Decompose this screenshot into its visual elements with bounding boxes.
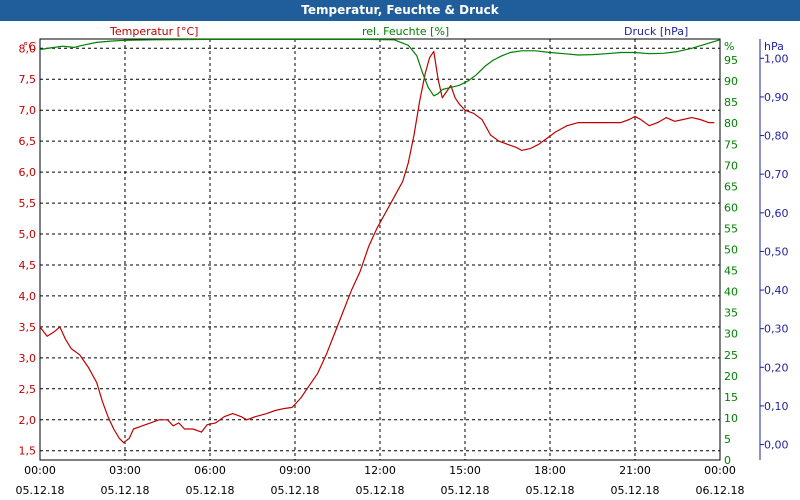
y-right-humidity-tick-label: 90 xyxy=(724,75,738,88)
y-left-tick-label: 5,0 xyxy=(19,228,37,241)
x-tick-time-label: 15:00 xyxy=(449,464,481,477)
y-right-humidity-tick-label: 50 xyxy=(724,244,738,257)
y-left-tick-label: 6,5 xyxy=(19,135,37,148)
y-left-tick-label: 7,0 xyxy=(19,104,37,117)
y-right-humidity-tick-label: 60 xyxy=(724,201,738,214)
x-tick-date-label: 05.12.18 xyxy=(611,484,660,497)
y-left-tick-label: 2,5 xyxy=(19,383,37,396)
y-right-pressure-tick-label: 0,90 xyxy=(764,91,789,104)
y-right-humidity-unit-label: % xyxy=(724,40,734,53)
y-right-pressure-tick-label: 0,80 xyxy=(764,130,789,143)
x-tick-date-label: 05.12.18 xyxy=(101,484,150,497)
y-left-unit-label: °C xyxy=(23,40,37,53)
y-right-pressure-tick-label: 0,70 xyxy=(764,168,789,181)
y-right-humidity-tick-label: 80 xyxy=(724,117,738,130)
y-right-humidity-tick-label: 5 xyxy=(724,433,731,446)
y-right-pressure-unit-label: hPa xyxy=(764,40,784,53)
x-tick-date-label: 05.12.18 xyxy=(16,484,65,497)
y-left-tick-label: 3,0 xyxy=(19,352,37,365)
x-tick-time-label: 06:00 xyxy=(194,464,226,477)
x-tick-date-label: 06.12.18 xyxy=(696,484,745,497)
y-right-humidity-tick-label: 55 xyxy=(724,222,738,235)
y-left-tick-label: 3,5 xyxy=(19,321,37,334)
y-right-humidity-tick-label: 85 xyxy=(724,96,738,109)
temperature-series-line xyxy=(39,50,715,444)
y-right-pressure-tick-label: 0,40 xyxy=(764,284,789,297)
y-right-humidity-tick-label: 95 xyxy=(724,54,738,67)
x-tick-date-label: 05.12.18 xyxy=(186,484,235,497)
y-left-tick-label: 2,0 xyxy=(19,414,37,427)
humidity-series-line xyxy=(39,38,721,97)
pressure-axis-title: Druck [hPa] xyxy=(624,25,688,38)
humidity-axis-title: rel. Feuchte [%] xyxy=(362,25,449,38)
y-right-humidity-tick-label: 45 xyxy=(724,265,738,278)
y-right-pressure-tick-label: 0,50 xyxy=(764,245,789,258)
y-right-humidity-tick-label: 35 xyxy=(724,307,738,320)
chart-title: Temperatur, Feuchte & Druck xyxy=(0,0,800,21)
y-left-tick-label: 4,5 xyxy=(19,259,37,272)
x-tick-time-label: 00:00 xyxy=(24,464,56,477)
x-tick-time-label: 18:00 xyxy=(534,464,566,477)
y-right-humidity-tick-label: 30 xyxy=(724,328,738,341)
y-left-tick-label: 7,5 xyxy=(19,73,37,86)
y-left-tick-label: 4,0 xyxy=(19,290,37,303)
x-tick-time-label: 21:00 xyxy=(619,464,651,477)
x-tick-date-label: 05.12.18 xyxy=(526,484,575,497)
y-right-pressure-tick-label: 0,00 xyxy=(764,439,789,452)
x-tick-date-label: 05.12.18 xyxy=(356,484,405,497)
y-left-tick-label: 8,0 xyxy=(19,42,37,55)
y-right-pressure-tick-label: 1,00 xyxy=(764,52,789,65)
y-right-humidity-tick-label: 75 xyxy=(724,138,738,151)
x-tick-time-label: 00:00 xyxy=(704,464,736,477)
temperature-axis-title: Temperatur [°C] xyxy=(109,25,198,38)
y-left-tick-label: 5,5 xyxy=(19,197,37,210)
y-right-humidity-tick-label: 15 xyxy=(724,391,738,404)
y-right-pressure-tick-label: 0,60 xyxy=(764,207,789,220)
y-right-humidity-tick-label: 40 xyxy=(724,286,738,299)
y-right-pressure-tick-label: 0,10 xyxy=(764,400,789,413)
y-right-pressure-tick-label: 0,20 xyxy=(764,361,789,374)
x-tick-time-label: 03:00 xyxy=(109,464,141,477)
x-tick-date-label: 05.12.18 xyxy=(441,484,490,497)
y-right-pressure-tick-label: 0,30 xyxy=(764,323,789,336)
y-right-humidity-tick-label: 65 xyxy=(724,180,738,193)
chart-canvas: 1,5 2,0 2,5 3,0 3,5 4,0 4,5 5,0 5,5 6,0 6,5 7,0 7,5 8… xyxy=(16,25,789,497)
y-right-humidity-tick-label: 25 xyxy=(724,349,738,362)
x-tick-time-label: 09:00 xyxy=(279,464,311,477)
y-right-humidity-tick-label: 20 xyxy=(724,370,738,383)
y-right-humidity-tick-label: 0 xyxy=(724,454,731,467)
y-right-humidity-tick-label: 70 xyxy=(724,159,738,172)
y-right-humidity-tick-label: 10 xyxy=(724,412,738,425)
y-left-tick-label: 1,5 xyxy=(19,445,37,458)
x-tick-time-label: 12:00 xyxy=(364,464,396,477)
x-tick-date-label: 05.12.18 xyxy=(271,484,320,497)
y-left-tick-label: 6,0 xyxy=(19,166,37,179)
